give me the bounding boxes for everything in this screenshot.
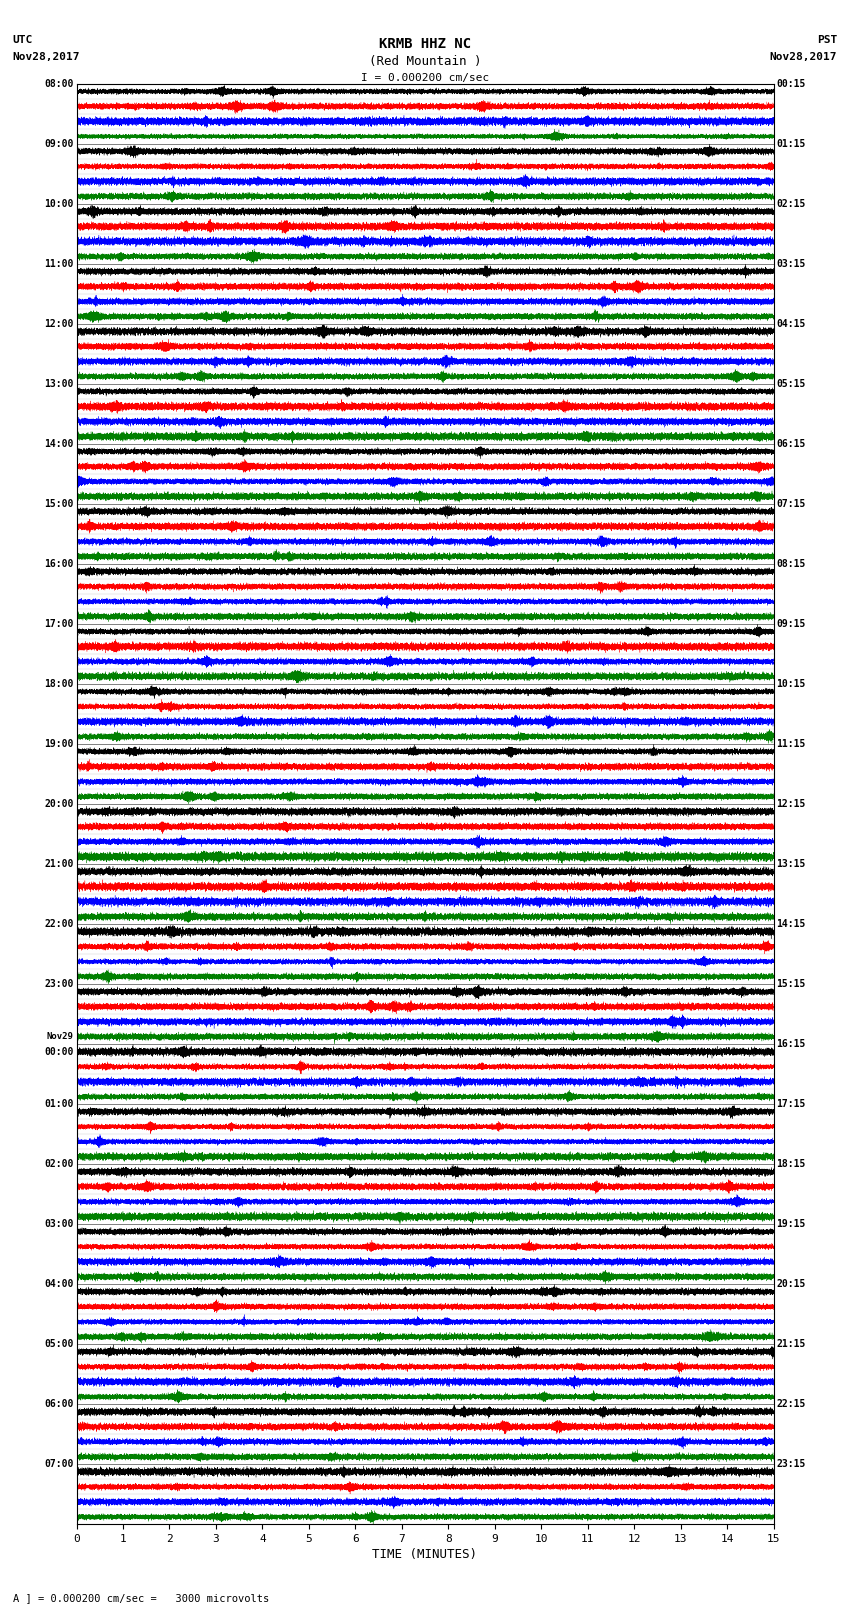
Text: 14:00: 14:00 [44,439,74,448]
Text: 16:15: 16:15 [776,1039,806,1048]
Text: 23:00: 23:00 [44,979,74,989]
Text: 11:15: 11:15 [776,739,806,748]
Text: 23:15: 23:15 [776,1460,806,1469]
Text: 19:15: 19:15 [776,1219,806,1229]
Text: 03:15: 03:15 [776,260,806,269]
Text: 22:15: 22:15 [776,1398,806,1410]
Text: 01:15: 01:15 [776,139,806,148]
Text: 15:15: 15:15 [776,979,806,989]
Text: 08:00: 08:00 [44,79,74,89]
Text: 08:15: 08:15 [776,560,806,569]
Text: 06:15: 06:15 [776,439,806,448]
X-axis label: TIME (MINUTES): TIME (MINUTES) [372,1548,478,1561]
Text: UTC: UTC [13,35,33,45]
Text: KRMB HHZ NC: KRMB HHZ NC [379,37,471,52]
Text: 09:00: 09:00 [44,139,74,148]
Text: 18:15: 18:15 [776,1160,806,1169]
Text: 20:00: 20:00 [44,798,74,810]
Text: Nov29: Nov29 [47,1032,74,1040]
Text: 21:15: 21:15 [776,1339,806,1348]
Text: 18:00: 18:00 [44,679,74,689]
Text: 05:15: 05:15 [776,379,806,389]
Text: 15:00: 15:00 [44,498,74,510]
Text: 19:00: 19:00 [44,739,74,748]
Text: 05:00: 05:00 [44,1339,74,1348]
Text: PST: PST [817,35,837,45]
Text: I = 0.000200 cm/sec: I = 0.000200 cm/sec [361,73,489,82]
Text: 17:00: 17:00 [44,619,74,629]
Text: A ] = 0.000200 cm/sec =   3000 microvolts: A ] = 0.000200 cm/sec = 3000 microvolts [13,1594,269,1603]
Text: 04:15: 04:15 [776,319,806,329]
Text: 00:15: 00:15 [776,79,806,89]
Text: 02:00: 02:00 [44,1160,74,1169]
Text: 12:15: 12:15 [776,798,806,810]
Text: 16:00: 16:00 [44,560,74,569]
Text: Nov28,2017: Nov28,2017 [770,52,837,61]
Text: 10:00: 10:00 [44,198,74,210]
Text: 00:00: 00:00 [44,1047,74,1057]
Text: 10:15: 10:15 [776,679,806,689]
Text: 13:15: 13:15 [776,860,806,869]
Text: 06:00: 06:00 [44,1398,74,1410]
Text: 07:00: 07:00 [44,1460,74,1469]
Text: 14:15: 14:15 [776,919,806,929]
Text: 11:00: 11:00 [44,260,74,269]
Text: 04:00: 04:00 [44,1279,74,1289]
Text: 22:00: 22:00 [44,919,74,929]
Text: 17:15: 17:15 [776,1098,806,1110]
Text: 02:15: 02:15 [776,198,806,210]
Text: 03:00: 03:00 [44,1219,74,1229]
Text: Nov28,2017: Nov28,2017 [13,52,80,61]
Text: 13:00: 13:00 [44,379,74,389]
Text: (Red Mountain ): (Red Mountain ) [369,55,481,68]
Text: 21:00: 21:00 [44,860,74,869]
Text: 12:00: 12:00 [44,319,74,329]
Text: 09:15: 09:15 [776,619,806,629]
Text: 20:15: 20:15 [776,1279,806,1289]
Text: 07:15: 07:15 [776,498,806,510]
Text: 01:00: 01:00 [44,1098,74,1110]
